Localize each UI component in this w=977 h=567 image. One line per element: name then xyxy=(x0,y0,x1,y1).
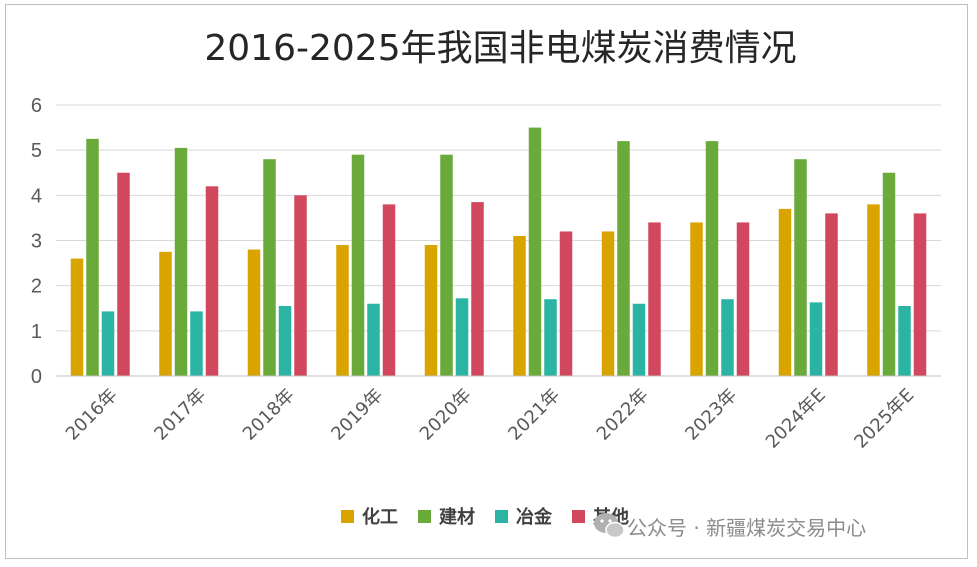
bar-化工-2024年E xyxy=(778,208,792,376)
bar-其他-2017年 xyxy=(205,186,219,376)
y-tick-label: 3 xyxy=(31,231,42,253)
x-tick-label: 2021年 xyxy=(504,385,564,445)
bar-冶金-2017年 xyxy=(190,311,203,376)
legend-label: 冶金 xyxy=(516,506,553,528)
bar-冶金-2016年 xyxy=(101,311,115,376)
bar-建材-2018年 xyxy=(263,159,276,376)
bar-化工-2020年 xyxy=(424,245,438,376)
bar-冶金-2018年 xyxy=(278,305,292,376)
x-tick-label: 2018年 xyxy=(239,385,299,445)
x-tick-label: 2016年 xyxy=(62,385,122,445)
bar-化工-2023年 xyxy=(690,222,703,376)
legend-swatch xyxy=(341,510,354,523)
bar-化工-2022年 xyxy=(601,231,615,376)
bar-建材-2021年 xyxy=(528,127,542,376)
x-tick-label: 2020年 xyxy=(416,385,476,445)
y-axis-ticks: 0 1 2 3 4 5 6 xyxy=(31,95,42,388)
bar-建材-2022年 xyxy=(617,141,630,376)
bar-化工-2018年 xyxy=(247,249,261,376)
bars xyxy=(70,127,927,376)
bar-冶金-2020年 xyxy=(455,298,469,376)
x-tick-label: 2022年 xyxy=(593,385,653,445)
legend: 化工建材冶金其他 xyxy=(341,506,629,528)
bar-化工-2019年 xyxy=(336,245,349,376)
x-tick-label: 2023年 xyxy=(681,385,741,445)
bar-建材-2025年E xyxy=(882,172,896,376)
bar-建材-2016年 xyxy=(86,138,99,376)
chart-title: 2016-2025年我国非电煤炭消费情况 xyxy=(204,28,796,69)
bar-冶金-2019年 xyxy=(367,303,380,376)
bar-化工-2021年 xyxy=(513,235,526,376)
bar-其他-2019年 xyxy=(382,204,396,376)
x-tick-label: 2017年 xyxy=(150,385,210,445)
y-tick-label: 2 xyxy=(31,276,42,298)
bar-冶金-2025年E xyxy=(898,305,911,376)
wechat-icon xyxy=(594,513,625,539)
bar-其他-2022年 xyxy=(648,222,661,376)
bar-冶金-2024年E xyxy=(809,302,823,376)
bar-建材-2023年 xyxy=(705,141,719,376)
bar-建材-2020年 xyxy=(440,154,453,376)
watermark: 公众号 · 新疆煤炭交易中心 xyxy=(594,513,866,540)
bar-建材-2019年 xyxy=(351,154,365,376)
bar-冶金-2021年 xyxy=(544,299,557,376)
y-tick-label: 6 xyxy=(31,95,42,117)
legend-label: 建材 xyxy=(439,506,475,528)
legend-swatch xyxy=(572,510,585,523)
x-axis-ticks: 2016年 2017年 2018年 2019年 2020年 2021年 2022年 2023年… xyxy=(62,385,918,453)
gridlines xyxy=(56,104,941,332)
bar-冶金-2023年 xyxy=(721,299,734,376)
bar-其他-2021年 xyxy=(559,231,573,376)
legend-swatch xyxy=(418,510,431,523)
legend-label: 化工 xyxy=(362,506,398,528)
y-tick-label: 1 xyxy=(31,321,42,343)
x-tick-label: 2025年E xyxy=(850,385,918,453)
bar-其他-2023年 xyxy=(736,222,750,376)
legend-swatch xyxy=(495,510,508,523)
bar-其他-2018年 xyxy=(294,195,307,376)
y-tick-label: 0 xyxy=(31,366,42,388)
bar-化工-2025年E xyxy=(867,204,880,376)
bar-其他-2024年E xyxy=(825,213,838,376)
bar-其他-2025年E xyxy=(913,213,927,376)
bar-化工-2016年 xyxy=(70,258,84,376)
bar-其他-2020年 xyxy=(471,202,484,376)
bar-冶金-2022年 xyxy=(632,303,646,376)
y-tick-label: 5 xyxy=(31,140,42,162)
watermark-text: 公众号 · 新疆煤炭交易中心 xyxy=(627,516,866,540)
x-tick-label: 2024年E xyxy=(762,385,830,453)
bar-建材-2024年E xyxy=(794,159,807,376)
x-tick-label: 2019年 xyxy=(327,385,387,445)
bar-建材-2017年 xyxy=(174,147,188,376)
bar-化工-2017年 xyxy=(159,251,172,376)
y-tick-label: 4 xyxy=(31,185,42,207)
bar-其他-2016年 xyxy=(117,172,130,376)
